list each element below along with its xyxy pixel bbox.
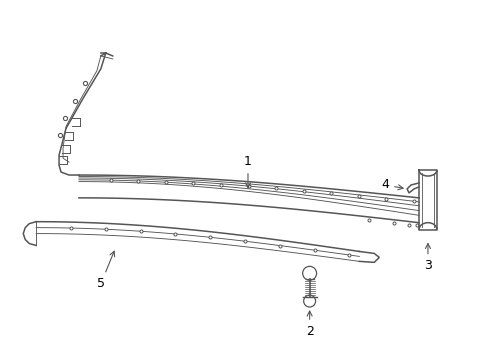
Text: 3: 3 xyxy=(424,244,432,273)
Text: 4: 4 xyxy=(381,179,403,192)
Text: 2: 2 xyxy=(306,311,314,338)
Text: 1: 1 xyxy=(244,155,252,188)
Text: 5: 5 xyxy=(97,251,115,290)
